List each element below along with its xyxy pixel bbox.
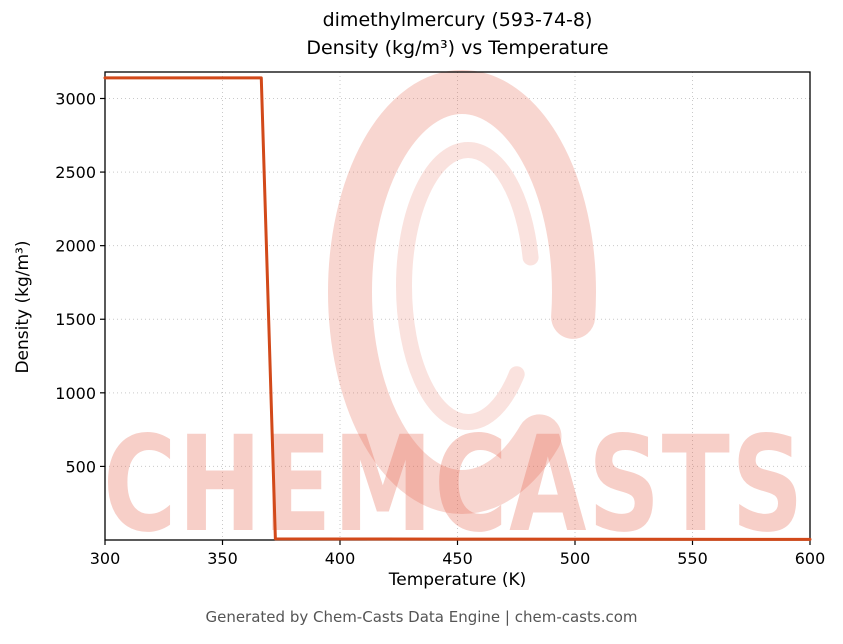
watermark-text: CHEMCASTS <box>103 408 805 562</box>
y-tick-label: 1000 <box>55 384 96 403</box>
x-tick-label: 450 <box>442 549 473 568</box>
x-tick-label: 350 <box>207 549 238 568</box>
x-tick-label: 500 <box>560 549 591 568</box>
footer-credit: Generated by Chem-Casts Data Engine | ch… <box>205 608 638 626</box>
x-axis-label: Temperature (K) <box>388 570 527 590</box>
y-tick-label: 500 <box>65 457 96 476</box>
x-tick-label: 600 <box>795 549 826 568</box>
y-tick-label: 2500 <box>55 163 96 182</box>
chart-title-line1: dimethylmercury (593-74-8) <box>322 9 593 31</box>
y-tick-label: 3000 <box>55 89 96 108</box>
watermark-logo-inner-ring-icon <box>396 142 540 430</box>
x-tick-label: 550 <box>677 549 708 568</box>
chart-title: dimethylmercury (593-74-8) Density (kg/m… <box>105 6 810 62</box>
x-tick-label: 300 <box>90 549 121 568</box>
density-line <box>103 76 812 541</box>
y-tick-label: 1500 <box>55 310 96 329</box>
x-tick-label: 400 <box>325 549 356 568</box>
watermark-logo-ring-icon <box>328 70 596 514</box>
y-axis-label: Density (kg/m³) <box>13 240 33 374</box>
chart-title-line2: Density (kg/m³) vs Temperature <box>306 37 609 59</box>
y-tick-label: 2000 <box>55 237 96 256</box>
